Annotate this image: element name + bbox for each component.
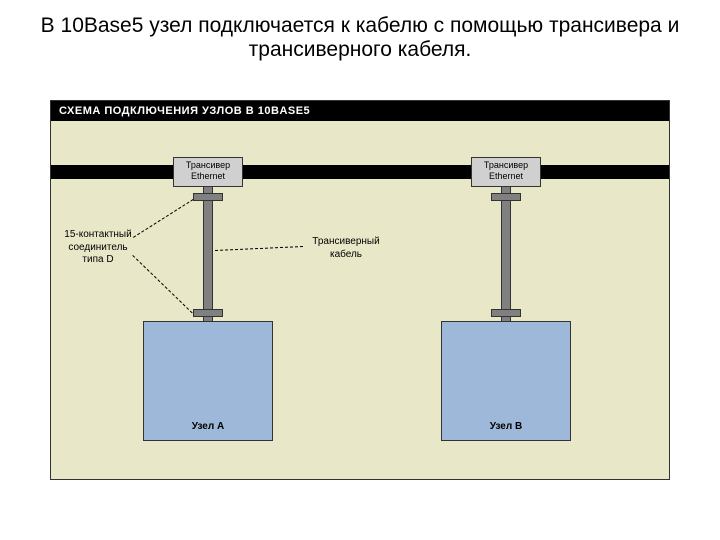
leader-line — [215, 246, 303, 251]
node-box: Узел B — [441, 321, 571, 441]
leader-line — [133, 199, 194, 238]
coax-cable — [51, 165, 669, 179]
annotation-label: 15-контактныйсоединительтипа D — [59, 229, 137, 267]
connector-cap — [491, 309, 521, 317]
transceiver-box: ТрансиверEthernet — [173, 157, 243, 187]
node-box: Узел A — [143, 321, 273, 441]
diagram-container: СХЕМА ПОДКЛЮЧЕНИЯ УЗЛОВ В 10BASE5 Транси… — [50, 100, 670, 480]
leader-line — [132, 255, 193, 314]
annotation-label: Трансиверныйкабель — [306, 236, 386, 261]
diagram-header: СХЕМА ПОДКЛЮЧЕНИЯ УЗЛОВ В 10BASE5 — [51, 101, 669, 121]
connector-cap — [491, 193, 521, 201]
diagram-canvas: ТрансиверEthernet ТрансиверEthernet Узел A… — [51, 121, 669, 477]
page-title: В 10Base5 узел подключается к кабелю с п… — [0, 0, 720, 70]
connector-cap — [193, 193, 223, 201]
transceiver-cable — [203, 187, 213, 321]
connector-cap — [193, 309, 223, 317]
transceiver-box: ТрансиверEthernet — [471, 157, 541, 187]
transceiver-cable — [501, 187, 511, 321]
